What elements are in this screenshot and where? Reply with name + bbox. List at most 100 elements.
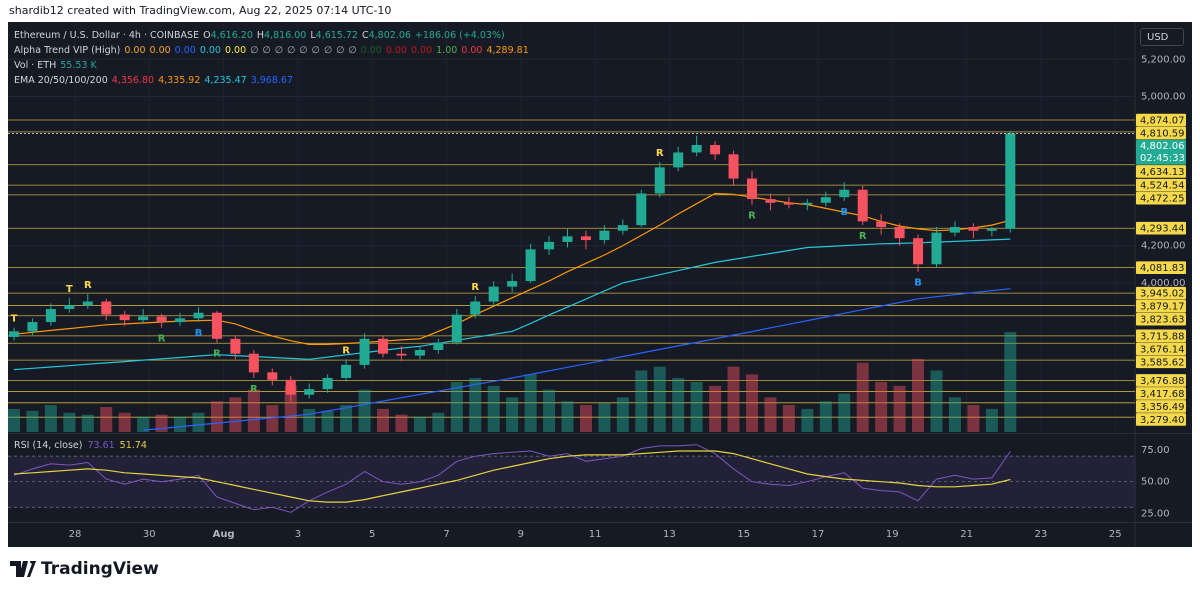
signal-label: T xyxy=(11,314,18,325)
candle-body xyxy=(267,372,278,380)
candle-body xyxy=(544,241,555,250)
level-label: 3,879.17 xyxy=(1140,302,1185,313)
indicator-value: ∅ xyxy=(348,45,357,56)
candle-body xyxy=(802,202,813,205)
candle-body xyxy=(913,238,924,265)
volume-bar xyxy=(247,389,260,432)
volume-bar xyxy=(413,416,426,432)
volume-bar xyxy=(100,407,113,432)
indicator-value: 3,968.67 xyxy=(250,75,294,86)
level-label: 3,476.88 xyxy=(1140,376,1185,387)
indicator-value: 0.00 xyxy=(124,45,146,56)
header: shardib12 created with TradingView.com, … xyxy=(9,4,392,17)
volume-bar xyxy=(229,397,242,432)
volume-bar xyxy=(616,397,629,432)
legend: Ethereum / U.S. Dollar · 4h · COINBASE O4… xyxy=(14,28,533,88)
volume-bar xyxy=(340,405,353,432)
level-label: 3,945.02 xyxy=(1140,289,1185,300)
candle-body xyxy=(211,312,222,339)
candle-body xyxy=(378,338,388,354)
indicator-value: ∅ xyxy=(262,45,271,56)
x-tick-label: 30 xyxy=(143,529,156,540)
signal-label: R xyxy=(471,282,479,293)
level-label-box xyxy=(1136,400,1186,413)
candle-body xyxy=(230,338,241,354)
logo-icon xyxy=(10,561,36,577)
candle-body xyxy=(931,232,942,265)
level-label: 4,472.25 xyxy=(1140,194,1185,205)
candle-body xyxy=(617,225,628,231)
signal-label: B xyxy=(840,207,848,218)
level-label-box xyxy=(1136,387,1186,400)
level-label-box xyxy=(1136,165,1186,178)
footer-logo: TradingView xyxy=(10,559,159,579)
candle-body xyxy=(765,199,776,203)
volume-bar xyxy=(764,397,777,432)
candle-body xyxy=(304,389,315,395)
volume-bar xyxy=(967,405,980,432)
level-label-box xyxy=(1136,355,1186,369)
indicator-value: 0.00 xyxy=(199,45,221,56)
signal-label: B xyxy=(914,278,922,289)
volume-bar xyxy=(118,412,131,432)
rsi-tick-label: 75.00 xyxy=(1141,445,1170,456)
volume-bar xyxy=(210,401,223,432)
indicator-value: 4,356.80 xyxy=(111,75,155,86)
level-label: 4,634.13 xyxy=(1140,167,1185,178)
signal-label: T xyxy=(66,284,73,295)
ohlc-key: L xyxy=(310,30,316,41)
volume-bar xyxy=(727,366,740,432)
volume-bar xyxy=(26,410,39,432)
volume-bar xyxy=(137,416,150,432)
rsi-value: 73.61 xyxy=(87,440,115,451)
x-tick-label: 3 xyxy=(295,529,301,540)
symbol: Ethereum / U.S. Dollar · 4h · COINBASE xyxy=(14,30,200,41)
x-tick-label: 7 xyxy=(443,529,449,540)
candle-body xyxy=(949,227,960,233)
ohlc-key: C xyxy=(361,30,369,41)
level-label: 3,676.14 xyxy=(1140,344,1185,355)
indicator-value: ∅ xyxy=(323,45,333,56)
countdown-label: 02:45:33 xyxy=(1140,153,1185,164)
x-tick-label: 25 xyxy=(1109,529,1122,540)
candle-body xyxy=(673,152,684,168)
indicator-value: ∅ xyxy=(311,45,320,56)
signal-label: R xyxy=(656,148,664,159)
volume-bar xyxy=(561,401,574,432)
candle-body xyxy=(839,189,850,198)
level-label: 3,715.88 xyxy=(1140,331,1185,342)
currency-button[interactable]: USD xyxy=(1140,28,1184,46)
indicator-value: ∅ xyxy=(250,45,259,56)
indicator-value: 0.00 xyxy=(224,45,247,56)
ohlc-value: 4,802.06 xyxy=(368,30,411,41)
level-label-box xyxy=(1136,329,1186,343)
candle-body xyxy=(654,167,665,194)
volume-bar xyxy=(432,412,445,432)
volume-bar xyxy=(912,358,925,432)
level-label: 4,081.83 xyxy=(1140,263,1185,274)
candle-body xyxy=(101,301,112,315)
y-tick-label: 4,200.00 xyxy=(1141,241,1186,252)
rsi-ma-value: 51.74 xyxy=(119,440,147,451)
candle-body xyxy=(636,193,647,226)
volume-bar xyxy=(450,382,463,432)
volume-bar xyxy=(284,385,297,432)
x-tick-label: 9 xyxy=(518,529,524,540)
candle-body xyxy=(396,353,407,356)
candle-body xyxy=(285,379,296,395)
volume-bar xyxy=(377,408,389,432)
signal-label: R xyxy=(213,349,221,360)
legend-row: Alpha Trend VIP (High) 0.00 0.00 0.00 0.00 0.… xyxy=(14,43,533,58)
candle-body xyxy=(82,301,93,306)
candle-body xyxy=(691,145,702,153)
candle-body xyxy=(562,236,573,242)
signal-label: R xyxy=(342,345,350,356)
volume-bar xyxy=(266,405,279,432)
candle-body xyxy=(433,342,444,350)
signal-label: R xyxy=(748,211,756,222)
candle-body xyxy=(156,316,167,323)
rsi-tick-label: 25.00 xyxy=(1141,509,1170,520)
candle-body xyxy=(820,197,831,203)
level-label: 3,417.68 xyxy=(1140,389,1185,400)
